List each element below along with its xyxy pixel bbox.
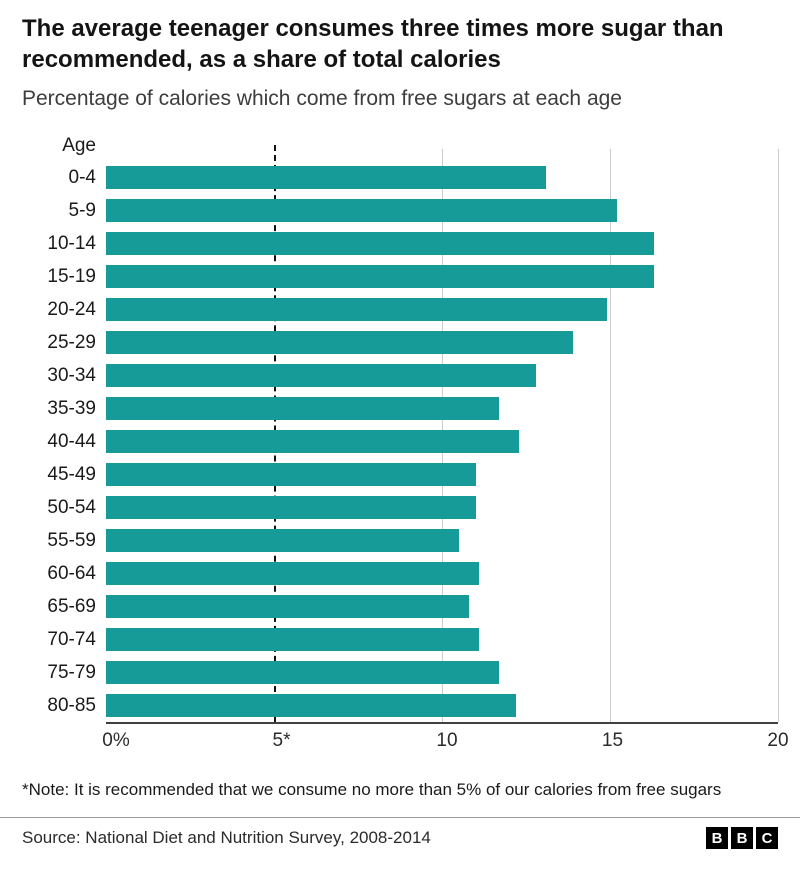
y-axis-title: Age — [62, 135, 96, 157]
x-tick-label: 5* — [272, 730, 291, 752]
footer: Source: National Diet and Nutrition Surv… — [0, 817, 800, 850]
bar-35-39 — [106, 397, 500, 421]
gridline — [610, 149, 611, 723]
bar-20-24 — [106, 298, 607, 322]
x-tick-label: 10 — [436, 730, 458, 752]
bar-25-29 — [106, 331, 574, 355]
chart-row — [106, 392, 778, 425]
chart-row — [106, 359, 778, 392]
x-tick-label: 0% — [102, 730, 130, 752]
y-axis-label: 55-59 — [47, 529, 96, 551]
bar-80-85 — [106, 694, 516, 718]
x-axis-ticks: 0% 5* 10 15 20 — [102, 724, 788, 754]
x-tick-label: 15 — [601, 730, 624, 752]
y-labels: 0-4 5-9 10-14 15-19 20-24 25-29 30-34 35-39 40-4… — [22, 161, 106, 724]
bar-15-19 — [106, 265, 654, 289]
chart-row — [106, 689, 778, 722]
y-axis-label: 75-79 — [47, 661, 96, 683]
chart-row — [106, 557, 778, 590]
bbc-logo-block: B — [731, 827, 753, 850]
bar-45-49 — [106, 463, 476, 487]
bbc-logo-block: C — [756, 827, 778, 850]
y-axis-label: 15-19 — [47, 265, 96, 287]
footnote: *Note: It is recommended that we consume… — [22, 780, 722, 800]
chart-row — [106, 194, 778, 227]
bbc-logo-block: B — [706, 827, 728, 850]
plot: 0-4 5-9 10-14 15-19 20-24 25-29 30-34 35-39 40-4… — [22, 145, 779, 725]
y-axis-label: 40-44 — [47, 430, 96, 452]
y-axis-label: 65-69 — [47, 595, 96, 617]
bar-50-54 — [106, 496, 476, 520]
chart-row — [106, 260, 778, 293]
page: The average teenager consumes three time… — [22, 15, 789, 800]
bars — [106, 161, 778, 722]
bar-40-44 — [106, 430, 520, 454]
y-axis-label: 5-9 — [68, 199, 96, 221]
bar-5-9 — [106, 199, 617, 223]
bar-75-79 — [106, 661, 500, 685]
y-axis-label: 60-64 — [47, 562, 96, 584]
chart-title: The average teenager consumes three time… — [22, 15, 724, 73]
bar-chart: Age 0-4 5-9 10-14 15-19 20-24 25-29 30-34 35-39… — [22, 135, 788, 754]
bar-30-34 — [106, 364, 537, 388]
chart-row — [106, 293, 778, 326]
chart-row — [106, 491, 778, 524]
chart-subtitle: Percentage of calories which come from f… — [22, 87, 622, 111]
source-text: Source: National Diet and Nutrition Surv… — [22, 828, 431, 848]
y-axis-label: 10-14 — [47, 232, 96, 254]
bar-0-4 — [106, 166, 547, 190]
chart-row — [106, 590, 778, 623]
y-axis-label: 30-34 — [47, 364, 96, 386]
plot-area — [106, 145, 779, 725]
chart-row — [106, 656, 778, 689]
bar-65-69 — [106, 595, 469, 619]
chart-row — [106, 425, 778, 458]
y-axis-label: 0-4 — [68, 166, 96, 188]
bar-60-64 — [106, 562, 479, 586]
y-axis-label: 25-29 — [47, 331, 96, 353]
chart-row — [106, 458, 778, 491]
x-tick-label: 20 — [767, 730, 789, 752]
chart-row — [106, 161, 778, 194]
y-axis-label: 45-49 — [47, 463, 96, 485]
y-axis-label: 50-54 — [47, 496, 96, 518]
y-axis-label: 70-74 — [47, 628, 96, 650]
y-axis-label: 35-39 — [47, 397, 96, 419]
y-axis-label: 20-24 — [47, 298, 96, 320]
bar-10-14 — [106, 232, 654, 256]
gridline — [778, 149, 779, 723]
chart-row — [106, 623, 778, 656]
bar-55-59 — [106, 529, 459, 553]
chart-row — [106, 227, 778, 260]
bar-70-74 — [106, 628, 479, 652]
chart-row — [106, 326, 778, 359]
y-axis-title-row: Age — [22, 135, 106, 157]
y-axis-label: 80-85 — [47, 694, 96, 716]
chart-row — [106, 524, 778, 557]
